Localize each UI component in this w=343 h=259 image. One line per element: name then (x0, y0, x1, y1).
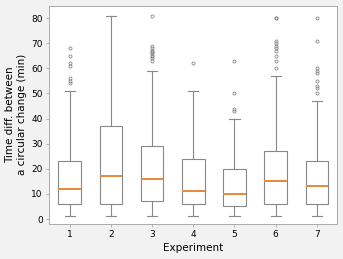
X-axis label: Experiment: Experiment (163, 243, 223, 254)
Bar (306, 161, 328, 204)
Bar (99, 126, 122, 204)
Bar (264, 151, 287, 204)
Bar (58, 161, 81, 204)
Y-axis label: Time diff. between
a circular change (min): Time diff. between a circular change (mi… (5, 54, 27, 175)
Bar (182, 159, 204, 204)
Bar (141, 146, 163, 202)
Bar (223, 169, 246, 206)
